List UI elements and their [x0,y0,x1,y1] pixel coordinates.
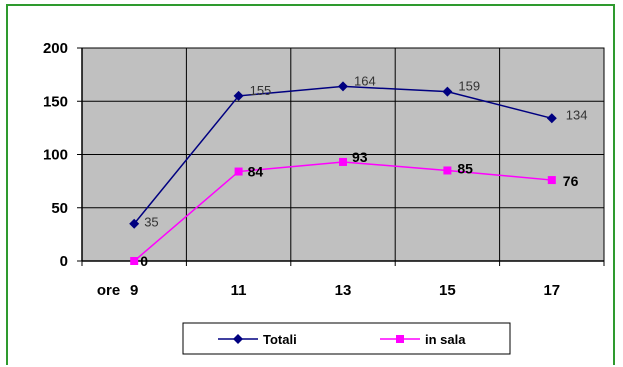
data-label-totali: 155 [250,83,272,98]
y-tick-label: 200 [43,40,68,57]
data-point-totali [442,86,453,97]
data-label-in-sala: 76 [563,173,579,189]
data-label-totali: 134 [566,107,588,122]
x-tick-label: 9 [130,282,138,299]
y-tick-label: 0 [60,253,68,270]
data-point-in-sala [443,166,452,175]
data-label-totali: 164 [354,73,376,88]
grid-lines [82,47,604,262]
data-label-in-sala: 93 [352,149,368,165]
y-tick-label: 50 [51,200,68,217]
data-label-totali: 35 [144,215,158,230]
y-tick-label: 150 [43,93,68,110]
data-point-totali [546,113,557,124]
axes: 0 50 100 150 200 9 11 13 15 17 ore [43,40,605,299]
data-point-in-sala [234,167,243,176]
data-point-in-sala [130,257,139,265]
legend: Totali in sala [182,322,511,355]
data-label-in-sala: 84 [248,164,264,180]
data-label-in-sala: 0 [140,253,148,269]
data-point-in-sala [339,157,347,166]
series-layer [129,81,557,265]
data-label-in-sala: 85 [457,160,473,176]
legend-marker-in-sala [396,335,404,343]
legend-label-in-sala: in sala [425,332,466,347]
x-tick-label: 13 [335,282,352,299]
data-label-totali: 159 [458,79,480,94]
data-labels: 35 155 164 159 134 0 84 93 85 76 [140,73,587,269]
legend-label-totali: Totali [263,332,297,347]
y-tick-label: 100 [43,147,68,164]
x-tick-label: 15 [439,282,456,299]
x-axis-prefix: ore [97,282,120,299]
x-tick-label: 11 [231,282,247,299]
x-tick-label: 17 [543,282,560,299]
data-point-in-sala [547,176,556,185]
legend-marker-totali [233,334,243,344]
data-point-totali [338,81,348,92]
data-point-totali [233,90,244,101]
data-point-totali [129,218,140,229]
